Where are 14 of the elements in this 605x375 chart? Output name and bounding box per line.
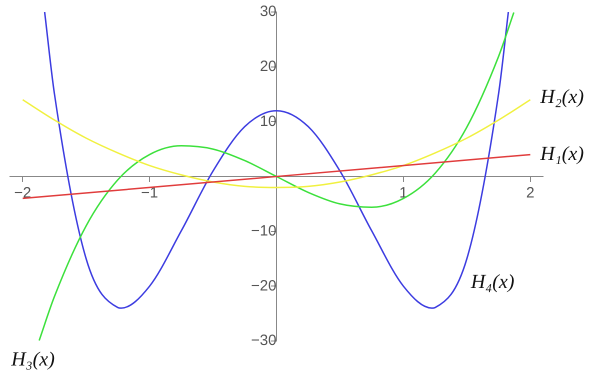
- y-tick-label: 10: [260, 112, 276, 130]
- y-tick-label: −30: [251, 332, 276, 350]
- x-tick-label: 2: [526, 184, 534, 202]
- y-tick-label: −10: [251, 222, 276, 240]
- y-tick-label: 30: [260, 3, 276, 20]
- series-label: H₂(x): [539, 86, 584, 108]
- series-label: H₁(x): [539, 142, 584, 165]
- line-series: [22, 98, 532, 188]
- x-tick-label: −2: [14, 184, 32, 202]
- series-label: H₄(x): [470, 271, 515, 293]
- y-tick-label: 20: [260, 58, 276, 75]
- y-tick-label: −20: [251, 277, 276, 294]
- series-label: H₃(x): [10, 348, 56, 371]
- x-tick-label: −1: [141, 184, 158, 202]
